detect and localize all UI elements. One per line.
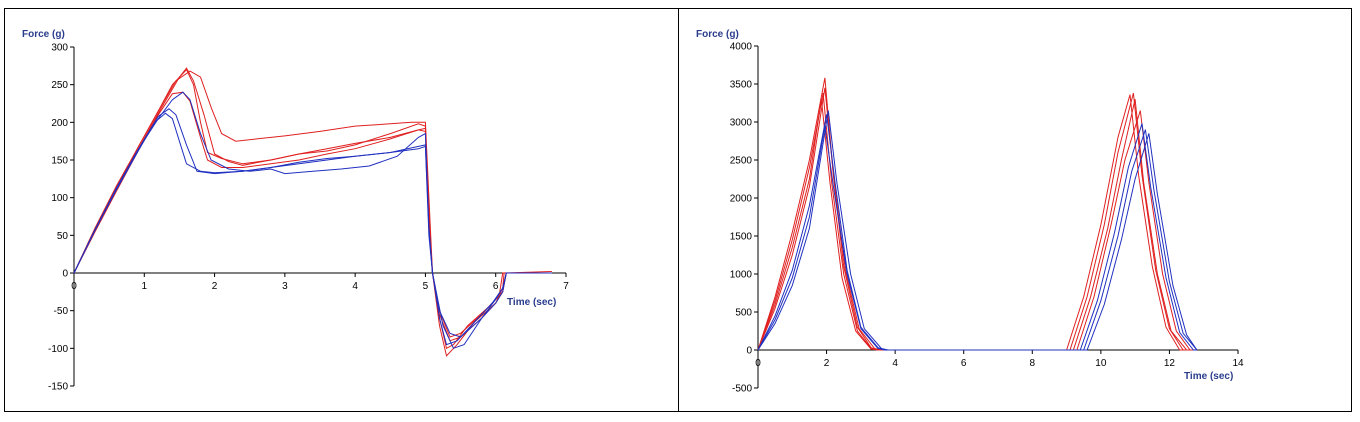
x-tick-label: 14 <box>1232 358 1244 369</box>
series-line-7 <box>757 110 1198 351</box>
y-tick-label: 0 <box>746 346 752 357</box>
y-tick-label: 1000 <box>730 270 753 281</box>
x-axis-label: Time (sec) <box>1184 371 1233 382</box>
y-tick-label: 4000 <box>730 42 753 53</box>
x-tick-label: 10 <box>1095 358 1107 369</box>
y-tick-label: 2500 <box>730 156 753 167</box>
y-tick-label: -150 <box>48 382 68 393</box>
x-tick-label: 3 <box>282 281 288 292</box>
x-tick-label: 6 <box>961 358 967 369</box>
y-axis-label: Force (g) <box>22 29 65 40</box>
x-tick-label: 0 <box>755 358 761 369</box>
series-line-6 <box>73 108 552 346</box>
y-tick-label: -100 <box>48 344 68 355</box>
y-tick-label: 0 <box>62 269 68 280</box>
x-tick-label: 1 <box>142 281 148 292</box>
x-tick-label: 8 <box>1030 358 1036 369</box>
y-tick-label: 200 <box>51 118 68 129</box>
series-line-5 <box>757 114 1197 351</box>
x-tick-label: 4 <box>352 281 358 292</box>
series-line-6 <box>757 125 1198 351</box>
x-tick-label: 12 <box>1164 358 1176 369</box>
y-tick-label: 3500 <box>730 80 753 91</box>
y-tick-label: 500 <box>735 308 752 319</box>
x-tick-label: 0 <box>71 281 77 292</box>
x-axis-label: Time (sec) <box>507 297 556 308</box>
series-line-1 <box>73 70 552 350</box>
y-tick-label: 300 <box>51 43 68 54</box>
x-tick-label: 4 <box>892 358 898 369</box>
series-line-3 <box>73 67 552 338</box>
y-tick-label: 250 <box>51 80 68 91</box>
chart-divider <box>678 8 679 412</box>
x-tick-label: 2 <box>824 358 830 369</box>
x-tick-label: 7 <box>563 281 569 292</box>
force-chart-left: Force (g) Time (sec) -150-100-5005010015… <box>22 29 569 393</box>
y-axis-label: Force (g) <box>696 29 739 40</box>
y-tick-label: 2000 <box>730 194 753 205</box>
y-tick-label: 3000 <box>730 118 753 129</box>
series-line-5 <box>73 112 552 338</box>
y-tick-label: -50 <box>54 306 69 317</box>
series-line-2 <box>73 68 552 357</box>
y-tick-label: 1500 <box>730 232 753 243</box>
y-tick-label: 100 <box>51 193 68 204</box>
x-tick-label: 5 <box>423 281 429 292</box>
x-tick-label: 6 <box>493 281 499 292</box>
series-line-7 <box>73 91 552 349</box>
y-tick-label: 150 <box>51 156 68 167</box>
y-tick-label: -500 <box>732 384 752 395</box>
x-tick-label: 2 <box>212 281 218 292</box>
y-tick-label: 50 <box>57 231 69 242</box>
